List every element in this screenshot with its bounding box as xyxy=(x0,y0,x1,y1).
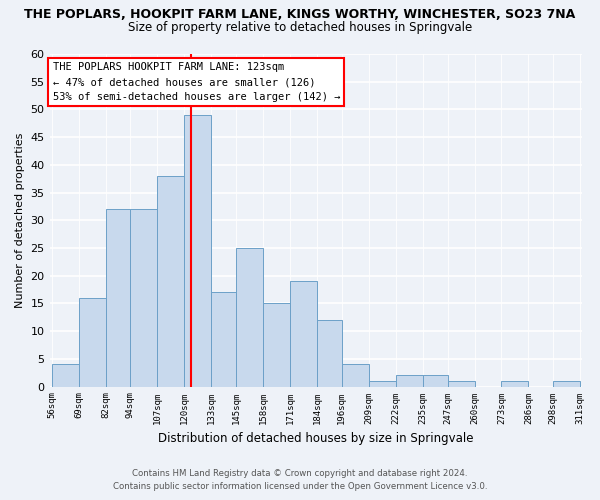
Text: Size of property relative to detached houses in Springvale: Size of property relative to detached ho… xyxy=(128,21,472,34)
Bar xyxy=(422,376,448,386)
Bar xyxy=(157,176,184,386)
Bar xyxy=(106,209,130,386)
Bar xyxy=(342,364,369,386)
Bar xyxy=(502,381,529,386)
Bar xyxy=(52,364,79,386)
Text: Contains HM Land Registry data © Crown copyright and database right 2024.: Contains HM Land Registry data © Crown c… xyxy=(132,468,468,477)
Text: THE POPLARS, HOOKPIT FARM LANE, KINGS WORTHY, WINCHESTER, SO23 7NA: THE POPLARS, HOOKPIT FARM LANE, KINGS WO… xyxy=(25,8,575,20)
Bar xyxy=(448,381,475,386)
Bar xyxy=(553,381,580,386)
Bar xyxy=(317,320,342,386)
Bar xyxy=(263,304,290,386)
Bar xyxy=(79,298,106,386)
Text: THE POPLARS HOOKPIT FARM LANE: 123sqm
← 47% of detached houses are smaller (126): THE POPLARS HOOKPIT FARM LANE: 123sqm ← … xyxy=(53,62,340,102)
Bar xyxy=(290,281,317,386)
Bar xyxy=(236,248,263,386)
Bar xyxy=(369,381,396,386)
Bar xyxy=(211,292,236,386)
Bar xyxy=(396,376,422,386)
Bar xyxy=(184,115,211,386)
X-axis label: Distribution of detached houses by size in Springvale: Distribution of detached houses by size … xyxy=(158,432,473,445)
Bar xyxy=(130,209,157,386)
Y-axis label: Number of detached properties: Number of detached properties xyxy=(15,132,25,308)
Text: Contains public sector information licensed under the Open Government Licence v3: Contains public sector information licen… xyxy=(113,482,487,491)
